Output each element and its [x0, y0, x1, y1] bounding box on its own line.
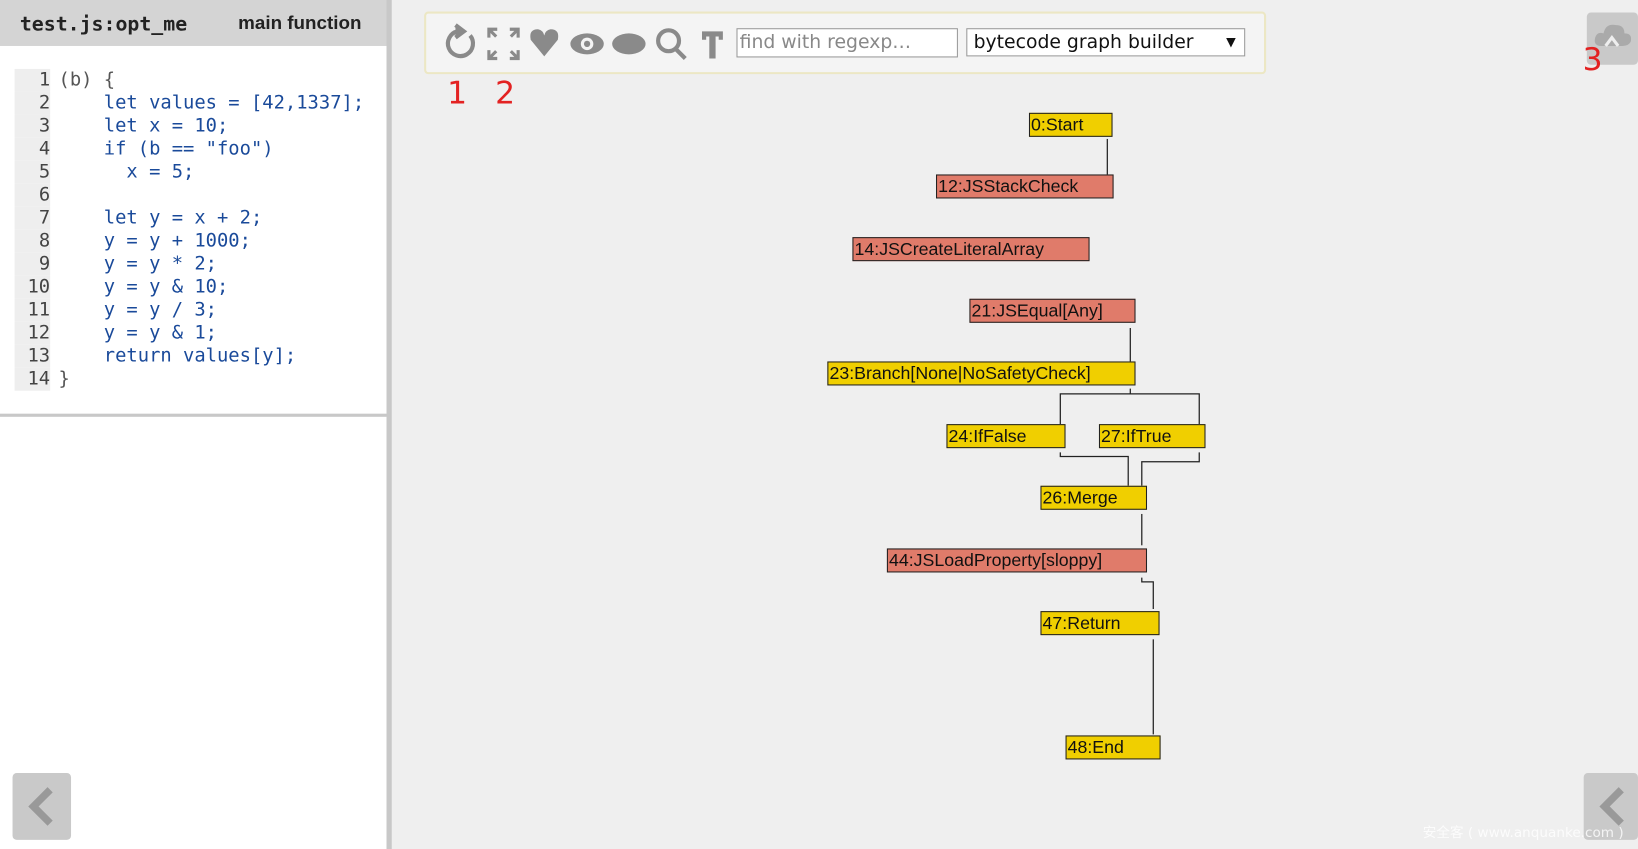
line-number: 9	[14, 252, 51, 276]
annotation: 1	[447, 75, 468, 112]
source-header: test.js:opt_me main function	[0, 0, 387, 46]
code-line: x = 5;	[58, 160, 195, 183]
source-panel: test.js:opt_me main function 1 (b) { 2 let…	[0, 0, 387, 849]
cloud-button[interactable]	[1586, 12, 1638, 65]
edge	[1059, 452, 1129, 486]
line-number: 4	[14, 137, 51, 161]
line-number: 8	[14, 229, 51, 253]
graph-node[interactable]: 14:JSCreateLiteralArray	[852, 237, 1090, 262]
toolbar-icons	[445, 23, 723, 61]
panel-divider[interactable]	[386, 0, 392, 849]
line-number: 3	[14, 114, 51, 138]
edge	[1059, 388, 1200, 425]
code-line: y = y * 2;	[58, 252, 217, 275]
phase-select[interactable]: bytecode graph builder	[966, 28, 1246, 57]
file-name: test.js:opt_me	[19, 12, 188, 36]
code-line: y = y & 10;	[58, 275, 229, 298]
line-number: 10	[14, 275, 51, 299]
collapse-right-button[interactable]	[1583, 773, 1638, 840]
graph-node[interactable]: 21:JSEqual[Any]	[969, 298, 1136, 323]
search-input[interactable]: find with regexp…	[736, 28, 958, 58]
annotation: 3	[1582, 41, 1603, 79]
line-number: 7	[14, 206, 51, 230]
graph-node[interactable]: 26:Merge	[1040, 485, 1148, 510]
graph-node[interactable]: 44:JSLoadProperty[sloppy]	[886, 548, 1148, 573]
function-name: main function	[238, 12, 362, 34]
graph-node[interactable]: 23:Branch[None|NoSafetyCheck]	[827, 361, 1136, 386]
hide-icon[interactable]	[612, 33, 646, 55]
relayout-icon[interactable]	[445, 23, 476, 59]
graph-node[interactable]: 12:JSStackCheck	[935, 174, 1114, 199]
code-line: y = y & 1;	[58, 321, 217, 344]
graph-node[interactable]: 27:IfTrue	[1098, 424, 1206, 449]
line-number: 11	[14, 298, 51, 322]
edge	[1141, 452, 1200, 486]
code-line: let y = x + 2;	[58, 206, 263, 229]
line-number: 13	[14, 344, 51, 368]
edge	[1141, 577, 1154, 610]
code-line: y = y + 1000;	[58, 229, 251, 252]
line-number: 1	[14, 68, 51, 92]
graph-node[interactable]: 0:Start	[1028, 112, 1113, 137]
code-line: y = y / 3;	[58, 298, 217, 321]
collapse-left-button[interactable]	[12, 773, 72, 840]
line-number: 5	[14, 160, 51, 184]
separator	[0, 413, 387, 417]
line-number: 6	[14, 183, 51, 207]
code-line: if (b == "foo")	[58, 137, 274, 160]
graph-node[interactable]: 24:IfFalse	[946, 424, 1066, 449]
watermark: 安全客 ( www.anquanke.com )	[1422, 825, 1624, 841]
line-number: 14	[14, 367, 51, 391]
show-all-icon[interactable]	[570, 33, 604, 55]
code-line: let values = [42,1337];	[58, 91, 365, 114]
code-line: (b) {	[58, 68, 116, 91]
graph-node[interactable]: 47:Return	[1040, 611, 1160, 636]
annotation: 2	[495, 75, 516, 112]
fit-icon[interactable]	[487, 27, 520, 61]
graph-node[interactable]: 48:End	[1065, 735, 1161, 760]
text-icon[interactable]	[701, 31, 723, 59]
line-number: 12	[14, 321, 51, 345]
zoom-icon[interactable]	[656, 28, 687, 60]
toggle-types-icon[interactable]	[530, 29, 559, 57]
line-number: 2	[14, 91, 51, 115]
code-line: }	[58, 367, 70, 390]
code-line: let x = 10;	[58, 114, 229, 137]
code-line: return values[y];	[58, 344, 297, 367]
